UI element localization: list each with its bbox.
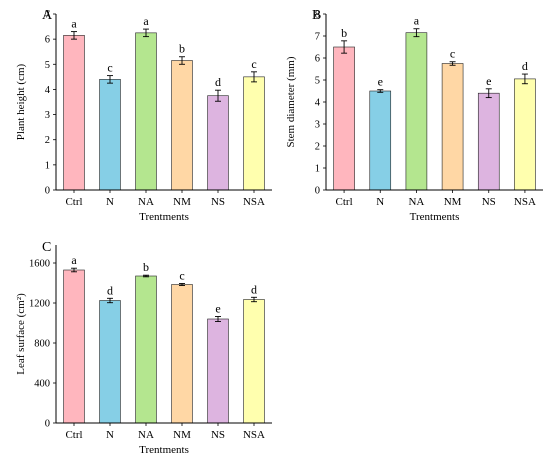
significance-letter: a: [143, 14, 149, 28]
x-tick-label: N: [106, 196, 114, 208]
y-tick-label: 1200: [29, 299, 50, 310]
bar-nsa: [243, 299, 265, 424]
bar-n: [99, 79, 121, 191]
y-tick-label: 4: [315, 98, 321, 109]
x-axis-title: Trentments: [139, 211, 189, 223]
bar-ns: [207, 318, 229, 424]
bar-na: [135, 32, 157, 191]
panel-label: C: [42, 240, 51, 255]
y-tick-label: 4: [45, 85, 51, 96]
y-tick-label: 3: [315, 120, 320, 131]
x-tick-label: NSA: [243, 196, 265, 208]
bar-ctrl: [63, 35, 85, 191]
y-tick-label: 7: [45, 10, 50, 21]
y-tick-label: 6: [315, 54, 320, 65]
y-axis-title: Plant height (cm): [15, 63, 27, 140]
x-tick-label: NSA: [243, 429, 265, 441]
significance-letter: c: [251, 57, 256, 71]
bar-nm: [441, 63, 464, 191]
significance-letter: e: [486, 74, 491, 88]
y-tick-label: 2: [315, 142, 320, 153]
y-axis-title: Leaf surface (cm²): [15, 293, 27, 375]
x-tick-label: NM: [444, 196, 462, 208]
y-tick-label: 6: [45, 35, 50, 46]
significance-letter: b: [143, 260, 149, 274]
bar-nsa: [514, 78, 536, 191]
significance-letter: a: [414, 14, 420, 28]
y-tick-label: 800: [34, 339, 50, 350]
significance-letter: c: [450, 47, 455, 61]
significance-letter: d: [107, 283, 113, 297]
panel-label: B: [312, 8, 321, 23]
y-tick-label: 3: [45, 110, 50, 121]
y-tick-label: 8: [315, 10, 320, 21]
y-tick-label: 0: [315, 186, 320, 197]
significance-letter: c: [179, 269, 184, 283]
significance-letter: d: [522, 59, 528, 73]
x-axis-title: Trentments: [410, 211, 460, 223]
y-tick-label: 0: [45, 186, 50, 197]
y-tick-label: 5: [315, 76, 320, 87]
x-tick-label: NS: [482, 196, 496, 208]
significance-letter: b: [179, 42, 185, 56]
bar-nsa: [243, 76, 265, 191]
y-axis-title: Stem diameter (mm): [285, 56, 297, 147]
y-tick-label: 1: [315, 164, 320, 175]
bar-n: [99, 300, 121, 424]
x-tick-label: N: [376, 196, 384, 208]
y-tick-label: 1600: [29, 259, 50, 270]
x-tick-label: NA: [408, 196, 424, 208]
significance-letter: d: [215, 75, 221, 89]
significance-letter: e: [215, 302, 220, 316]
bar-ns: [477, 92, 500, 191]
y-tick-label: 5: [45, 60, 50, 71]
x-tick-label: Ctrl: [65, 429, 82, 441]
significance-letter: b: [341, 26, 347, 40]
x-tick-label: Ctrl: [336, 196, 353, 208]
x-tick-label: NM: [173, 196, 191, 208]
significance-letter: c: [107, 61, 112, 75]
x-tick-label: NA: [138, 196, 154, 208]
bar-n: [369, 90, 392, 191]
x-tick-label: N: [106, 429, 114, 441]
bar-nm: [171, 60, 193, 191]
panel-label: A: [42, 8, 53, 23]
y-tick-label: 0: [45, 419, 50, 430]
panel-a: Aa Ctrl c Na NA b NM d NS c NSA 0 1 2 3 4 5 6 7 Trentments P…: [15, 8, 272, 223]
bar-ctrl: [333, 46, 355, 191]
x-tick-label: NS: [211, 196, 225, 208]
y-tick-label: 400: [34, 379, 50, 390]
bar-ns: [207, 95, 229, 191]
y-tick-label: 2: [45, 135, 50, 146]
x-tick-label: NS: [211, 429, 225, 441]
x-tick-label: NSA: [514, 196, 536, 208]
y-tick-label: 7: [315, 32, 320, 43]
bar-ctrl: [63, 269, 85, 424]
x-tick-label: NM: [173, 429, 191, 441]
significance-letter: a: [71, 17, 77, 31]
bar-nm: [171, 284, 193, 424]
bar-na: [405, 32, 428, 191]
x-tick-label: Ctrl: [65, 196, 82, 208]
panel-b: Bb Ctrl e Na NA c NM e NS d NSA 0 1 2 3 4 5 6 7 8 Trentments…: [285, 8, 543, 223]
significance-letter: a: [71, 253, 77, 267]
x-axis-title: Trentments: [139, 444, 189, 456]
y-tick-label: 1: [45, 160, 50, 171]
x-tick-label: NA: [138, 429, 154, 441]
bar-na: [135, 275, 157, 424]
significance-letter: d: [251, 282, 257, 296]
significance-letter: e: [378, 75, 383, 89]
panel-c: Ca Ctrl d Nb NA c NM e NS d NSA 0 400 800 1200 1600 Tren…: [15, 240, 272, 456]
